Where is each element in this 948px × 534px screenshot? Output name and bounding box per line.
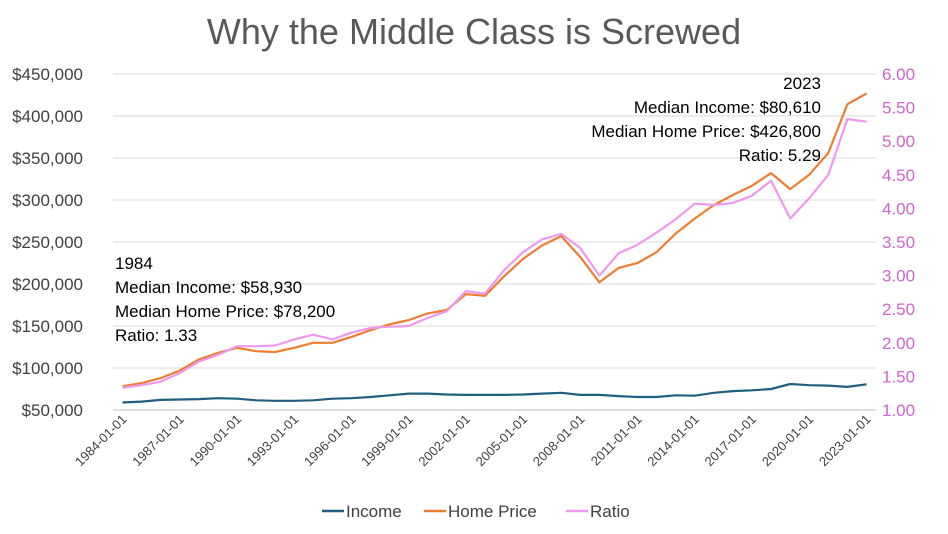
x-tick-label: 2002-01-01	[415, 412, 473, 470]
annotation-2023-line: 2023	[783, 74, 821, 93]
chart-title: Why the Middle Class is Screwed	[207, 11, 741, 52]
right-tick-label: 5.50	[882, 99, 915, 118]
right-tick-label: 6.00	[882, 65, 915, 84]
series-line-home-price	[122, 92, 868, 388]
annotation-1984-line: Ratio: 1.33	[115, 326, 197, 345]
annotation-2023-line: Ratio: 5.29	[739, 146, 821, 165]
x-tick-label: 2014-01-01	[644, 412, 702, 470]
left-tick-label: $150,000	[12, 317, 83, 336]
right-tick-label: 3.50	[882, 233, 915, 252]
left-tick-label: $450,000	[12, 65, 83, 84]
legend-label: Home Price	[448, 502, 537, 521]
annotations: 1984 Median Income: $58,930 Median Home Pr…	[115, 74, 821, 345]
annotation-2023-line: Median Home Price: $426,800	[591, 122, 821, 141]
x-tick-label: 1996-01-01	[301, 412, 359, 470]
legend: Income Home Price Ratio	[322, 502, 630, 521]
right-tick-label: 5.00	[882, 132, 915, 151]
left-tick-label: $100,000	[12, 359, 83, 378]
left-tick-label: $250,000	[12, 233, 83, 252]
x-tick-label: 1999-01-01	[358, 412, 416, 470]
left-tick-label: $50,000	[22, 401, 83, 420]
x-tick-label: 1987-01-01	[129, 412, 187, 470]
series-line-ratio	[122, 117, 867, 389]
x-tick-label: 2023-01-01	[816, 412, 874, 470]
x-tick-label: 1984-01-01	[72, 412, 130, 470]
x-tick-label: 2008-01-01	[530, 412, 588, 470]
left-tick-label: $300,000	[12, 191, 83, 210]
x-tick-label: 1990-01-01	[186, 412, 244, 470]
legend-label: Income	[346, 502, 402, 521]
right-tick-label: 1.00	[882, 401, 915, 420]
x-tick-label: 2017-01-01	[702, 412, 760, 470]
right-tick-label: 3.00	[882, 267, 915, 286]
annotation-2023-line: Median Income: $80,610	[634, 98, 821, 117]
annotation-1984-line: 1984	[115, 254, 153, 273]
series-lines	[122, 92, 868, 404]
annotation-1984-line: Median Home Price: $78,200	[115, 302, 335, 321]
x-tick-label: 2011-01-01	[588, 412, 645, 469]
right-tick-label: 4.50	[882, 166, 915, 185]
right-tick-label: 2.50	[882, 300, 915, 319]
right-axis-ticks: 1.00 1.50 2.00 2.50 3.00 3.50 4.00 4.50 5.00 5.50…	[882, 65, 915, 420]
gridlines	[113, 73, 876, 411]
left-axis-ticks: $50,000 $100,000 $150,000 $200,000 $250,000 $…	[12, 65, 83, 420]
legend-label: Ratio	[590, 502, 630, 521]
right-tick-label: 2.00	[882, 334, 915, 353]
x-axis-ticks: 1984-01-01 1987-01-01 1990-01-01 1993-01-01…	[72, 409, 876, 470]
right-tick-label: 1.50	[882, 367, 915, 386]
series-line-income	[122, 382, 867, 404]
x-tick-label: 2020-01-01	[759, 412, 817, 470]
left-tick-label: $200,000	[12, 275, 83, 294]
right-tick-label: 4.00	[882, 199, 915, 218]
x-tick-label: 2005-01-01	[473, 412, 531, 470]
annotation-1984-line: Median Income: $58,930	[115, 278, 302, 297]
x-tick-label: 1993-01-01	[244, 412, 302, 470]
left-tick-label: $350,000	[12, 149, 83, 168]
left-tick-label: $400,000	[12, 107, 83, 126]
